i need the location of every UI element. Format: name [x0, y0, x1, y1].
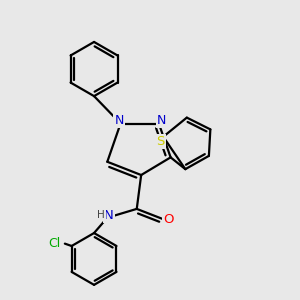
Text: N: N [104, 209, 114, 222]
Text: N: N [114, 114, 124, 127]
Text: S: S [156, 135, 164, 148]
Text: O: O [163, 213, 174, 226]
Text: Cl: Cl [49, 236, 61, 250]
Text: H: H [97, 210, 105, 220]
Text: N: N [157, 114, 166, 127]
